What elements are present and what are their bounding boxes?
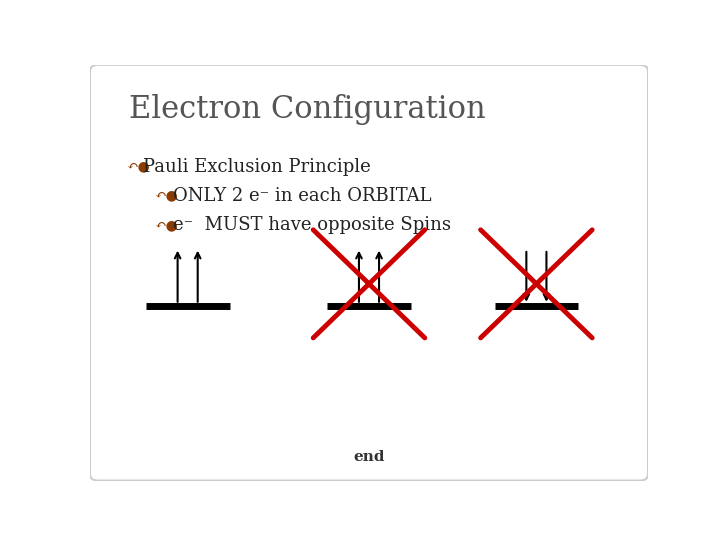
Text: ↶●: ↶● [154,189,178,203]
Text: e⁻  MUST have opposite Spins: e⁻ MUST have opposite Spins [173,216,451,234]
Text: end: end [354,450,384,464]
Text: Pauli Exclusion Principle: Pauli Exclusion Principle [143,158,371,176]
Text: Electron Configuration: Electron Configuration [129,94,486,125]
Text: ONLY 2 e⁻ in each ORBITAL: ONLY 2 e⁻ in each ORBITAL [173,187,431,205]
FancyBboxPatch shape [90,65,648,481]
Text: ↶●: ↶● [154,218,178,232]
Text: ↶●: ↶● [126,160,150,174]
